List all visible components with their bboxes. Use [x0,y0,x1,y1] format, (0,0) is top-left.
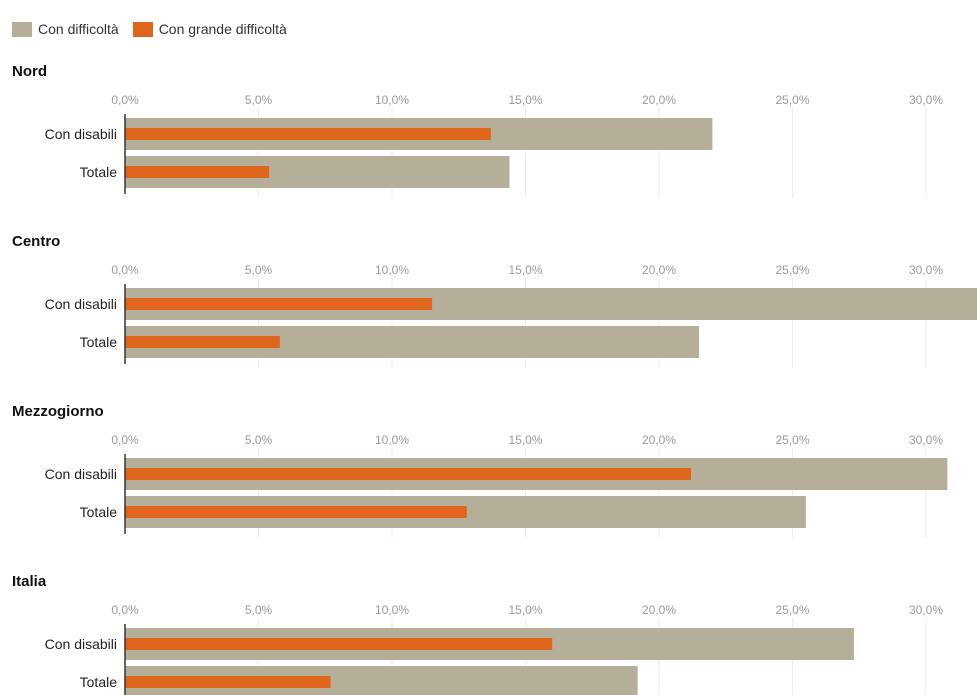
x-tick-label: 25,0% [775,433,809,447]
panel-title-mezzogiorno: Mezzogiorno [12,403,104,420]
bar-con-grande-difficolta-centro-con-disabili [125,298,433,310]
panel-title-nord: Nord [12,63,47,80]
bar-con-grande-difficolta-nord-con-disabili [125,128,491,140]
x-tick-label: 5,0% [245,93,273,107]
x-tick-label: 20,0% [642,93,676,107]
x-tick-label: 0,0% [111,263,139,277]
category-label-con-disabili: Con disabili [45,126,117,142]
category-label-con-disabili: Con disabili [45,466,117,482]
panel-mezzogiorno: Mezzogiorno 0,0% 5,0% 10,0% 15,0% 20,0% 25,0% 3… [12,403,948,538]
panel-title-centro: Centro [12,233,60,250]
category-label-totale: Totale [80,674,118,690]
x-tick-label: 10,0% [375,603,409,617]
category-label-totale: Totale [80,164,118,180]
category-label-totale: Totale [80,504,118,520]
bar-con-grande-difficolta-nord-totale [125,166,270,178]
x-tick-label: 5,0% [245,603,273,617]
panel-centro: Centro 0,0% 5,0% 10,0% 15,0% 20,0% 25,0% 30,0% C… [12,233,977,368]
legend-label-con-difficolta: Con difficoltà [38,21,119,37]
x-tick-label: 0,0% [111,93,139,107]
x-tick-label: 25,0% [775,93,809,107]
bar-con-grande-difficolta-italia-totale [125,676,331,688]
legend-swatch-con-difficolta [12,21,32,37]
x-tick-label: 15,0% [508,603,542,617]
x-tick-label: 25,0% [775,603,809,617]
x-tick-label: 10,0% [375,263,409,277]
bar-con-grande-difficolta-centro-totale [125,336,280,348]
x-tick-label: 30,0% [909,603,943,617]
bar-con-grande-difficolta-mezzogiorno-con-disabili [125,468,692,480]
legend: Con difficoltà Con grande difficoltà [12,18,301,40]
x-tick-label: 30,0% [909,433,943,447]
x-tick-label: 20,0% [642,433,676,447]
category-label-con-disabili: Con disabili [45,636,117,652]
x-tick-label: 0,0% [111,603,139,617]
x-tick-label: 5,0% [245,263,273,277]
x-tick-label: 20,0% [642,603,676,617]
panel-nord: Nord 0,0% 5,0% 10,0% 15,0% 20,0% 25,0% 30,0% Con… [12,63,943,198]
category-label-con-disabili: Con disabili [45,296,117,312]
category-label-totale: Totale [80,334,118,350]
bar-con-grande-difficolta-mezzogiorno-totale [125,506,467,518]
x-tick-label: 30,0% [909,263,943,277]
x-tick-label: 25,0% [775,263,809,277]
legend-label-con-grande-difficolta: Con grande difficoltà [158,21,287,37]
x-tick-label: 0,0% [111,433,139,447]
x-tick-label: 15,0% [508,93,542,107]
legend-item-con-grande-difficolta: Con grande difficoltà [132,21,287,37]
x-tick-label: 20,0% [642,263,676,277]
panel-italia: Italia 0,0% 5,0% 10,0% 15,0% 20,0% 25,0% 30,0% C… [12,573,943,695]
x-tick-label: 30,0% [909,93,943,107]
legend-item-con-difficolta: Con difficoltà [12,21,119,37]
bar-con-grande-difficolta-italia-con-disabili [125,638,553,650]
x-tick-label: 15,0% [508,263,542,277]
x-tick-label: 10,0% [375,433,409,447]
x-tick-label: 5,0% [245,433,273,447]
legend-swatch-con-grande-difficolta [132,21,153,37]
panel-title-italia: Italia [12,573,47,590]
x-tick-label: 15,0% [508,433,542,447]
x-tick-label: 10,0% [375,93,409,107]
